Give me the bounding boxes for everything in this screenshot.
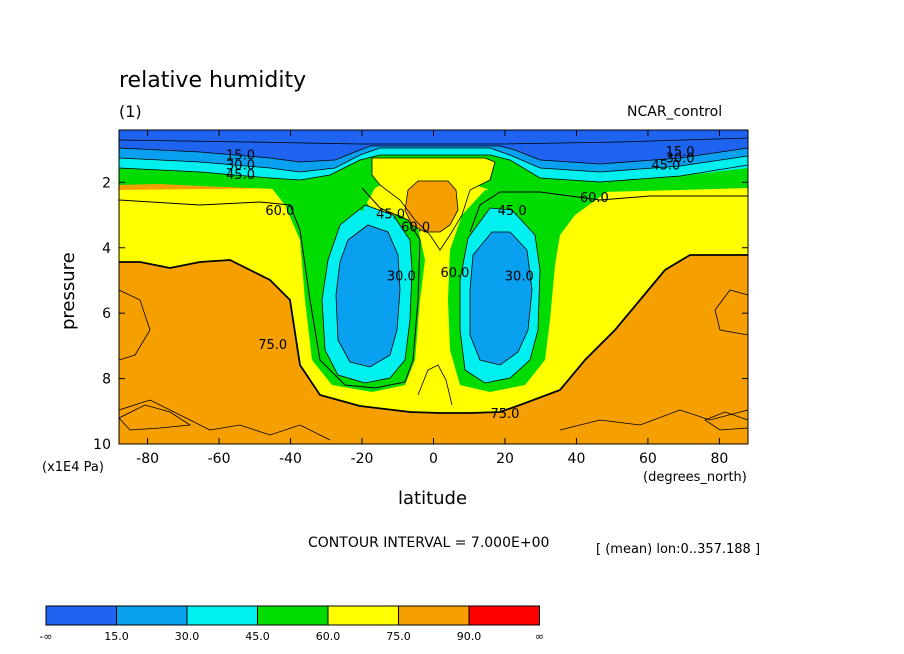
contour-label: 30.0: [226, 158, 255, 173]
center-yellow-spike: [418, 365, 452, 410]
x-tick-label: 0: [429, 451, 438, 467]
x-tick-label: -80: [136, 451, 159, 467]
band-top-blue: [119, 130, 748, 164]
y-tick-label: 10: [93, 437, 111, 453]
contour-label: 45.0: [498, 204, 527, 219]
contour-label: 45.0: [226, 168, 255, 183]
y-tick-label: 8: [102, 372, 111, 388]
x-tick-label: 60: [639, 451, 657, 467]
contour-label: 15.0: [226, 148, 255, 163]
contour-line-lower-left: [119, 399, 331, 441]
y-tick-label: 4: [102, 241, 111, 257]
colorbar-label: 45.0: [245, 630, 270, 643]
upper-orange-cell: [405, 181, 458, 232]
band-upper-cyan: [119, 148, 748, 182]
contour-label: 60.0: [440, 266, 469, 281]
contour-label: 75.0: [491, 407, 520, 422]
colorbar-swatch: [116, 605, 188, 626]
x-tick-label: -60: [208, 451, 231, 467]
band-upper-sky: [119, 146, 748, 172]
y-axis-units: (x1E4 Pa): [42, 460, 104, 475]
contour-line-upper-2: [119, 147, 748, 173]
contour-line-right-cell: [459, 207, 541, 384]
x-tick-label: 20: [496, 451, 514, 467]
contour-interval-text: CONTOUR INTERVAL = 7.000E+00: [308, 535, 550, 551]
contour-label: 45.0: [376, 207, 405, 222]
y-tick-label: 6: [102, 306, 111, 322]
contour-line-left-cell: [321, 204, 413, 384]
contour-label-layer: 75.075.060.060.045.060.045.060.030.0 30.0…: [226, 145, 695, 422]
contour-fill-layer: [119, 130, 748, 444]
contour-line-left-inner: [335, 224, 401, 368]
colorbar-swatch: [257, 605, 329, 626]
colorbar-label: -∞: [39, 630, 52, 643]
chart-title: relative humidity: [119, 68, 307, 93]
colorbar-label: 90.0: [457, 630, 482, 643]
colorbar: -∞ 15.0 30.0 45.0 60.0 75.0 90.0 ∞: [39, 605, 544, 643]
colorbar-label: 30.0: [175, 630, 200, 643]
contour-line-right-inner: [469, 231, 533, 366]
band-15-30-left: [336, 225, 400, 367]
contour-line-upper-1: [119, 145, 748, 165]
y-axis: 2 4 6 8 10: [93, 175, 748, 453]
band-60-75: [119, 186, 748, 413]
colorbar-label: 75.0: [386, 630, 411, 643]
colorbar-label: 60.0: [316, 630, 341, 643]
contour-line-upper-5: [371, 157, 496, 251]
colorbar-label: ∞: [535, 630, 544, 643]
x-axis: -80 -60 -40 -20 0 20 40 60 80: [136, 130, 728, 467]
contour-lines: [119, 137, 748, 441]
contour-line-upper-4: [119, 137, 748, 145]
colorbar-swatch: [327, 605, 399, 626]
contour-line-orange-right: [714, 289, 748, 336]
colorbar-label: 15.0: [104, 630, 129, 643]
contour-line-upper-cell: [404, 180, 459, 233]
contour-label: 15.0: [666, 145, 695, 160]
contour-line-spike: [417, 364, 453, 406]
contour-line-60-right: [469, 191, 748, 233]
x-tick-label: 80: [710, 451, 728, 467]
colorbar-swatch: [398, 605, 470, 626]
contour-line-60: [119, 187, 421, 389]
x-axis-label: latitude: [398, 488, 468, 509]
contour-label: 30.0: [505, 269, 534, 284]
colorbar-swatch: [45, 605, 117, 626]
dataset-label: NCAR_control: [627, 104, 723, 120]
y-tick-label: 2: [102, 175, 111, 191]
contour-label: 45.0: [651, 158, 680, 173]
band-15-30-right: [470, 232, 532, 365]
contour-label: 60.0: [401, 220, 430, 235]
contour-label: 30.0: [666, 152, 695, 167]
contour-line-orange-left: [119, 289, 151, 361]
mean-note: [ (mean) lon:0..357.188 ]: [596, 542, 761, 557]
contour-label: 30.0: [387, 269, 416, 284]
colorbar-swatch: [468, 605, 540, 626]
contour-label: 60.0: [580, 191, 609, 206]
chart-subtitle: (1): [119, 102, 142, 121]
contour-line-upper-3: [119, 154, 748, 183]
x-tick-label: -20: [351, 451, 374, 467]
x-tick-label: -40: [279, 451, 302, 467]
contour-line-pole-left: [119, 404, 192, 431]
x-tick-label: 40: [568, 451, 586, 467]
colorbar-swatch: [186, 605, 258, 626]
contour-line-pole-right: [704, 411, 748, 431]
contour-line-lower-right: [559, 409, 748, 431]
contour-label: 60.0: [265, 204, 294, 219]
contour-label: 75.0: [258, 338, 287, 353]
x-axis-units: (degrees_north): [643, 470, 747, 485]
contour-line-75: [119, 254, 748, 414]
